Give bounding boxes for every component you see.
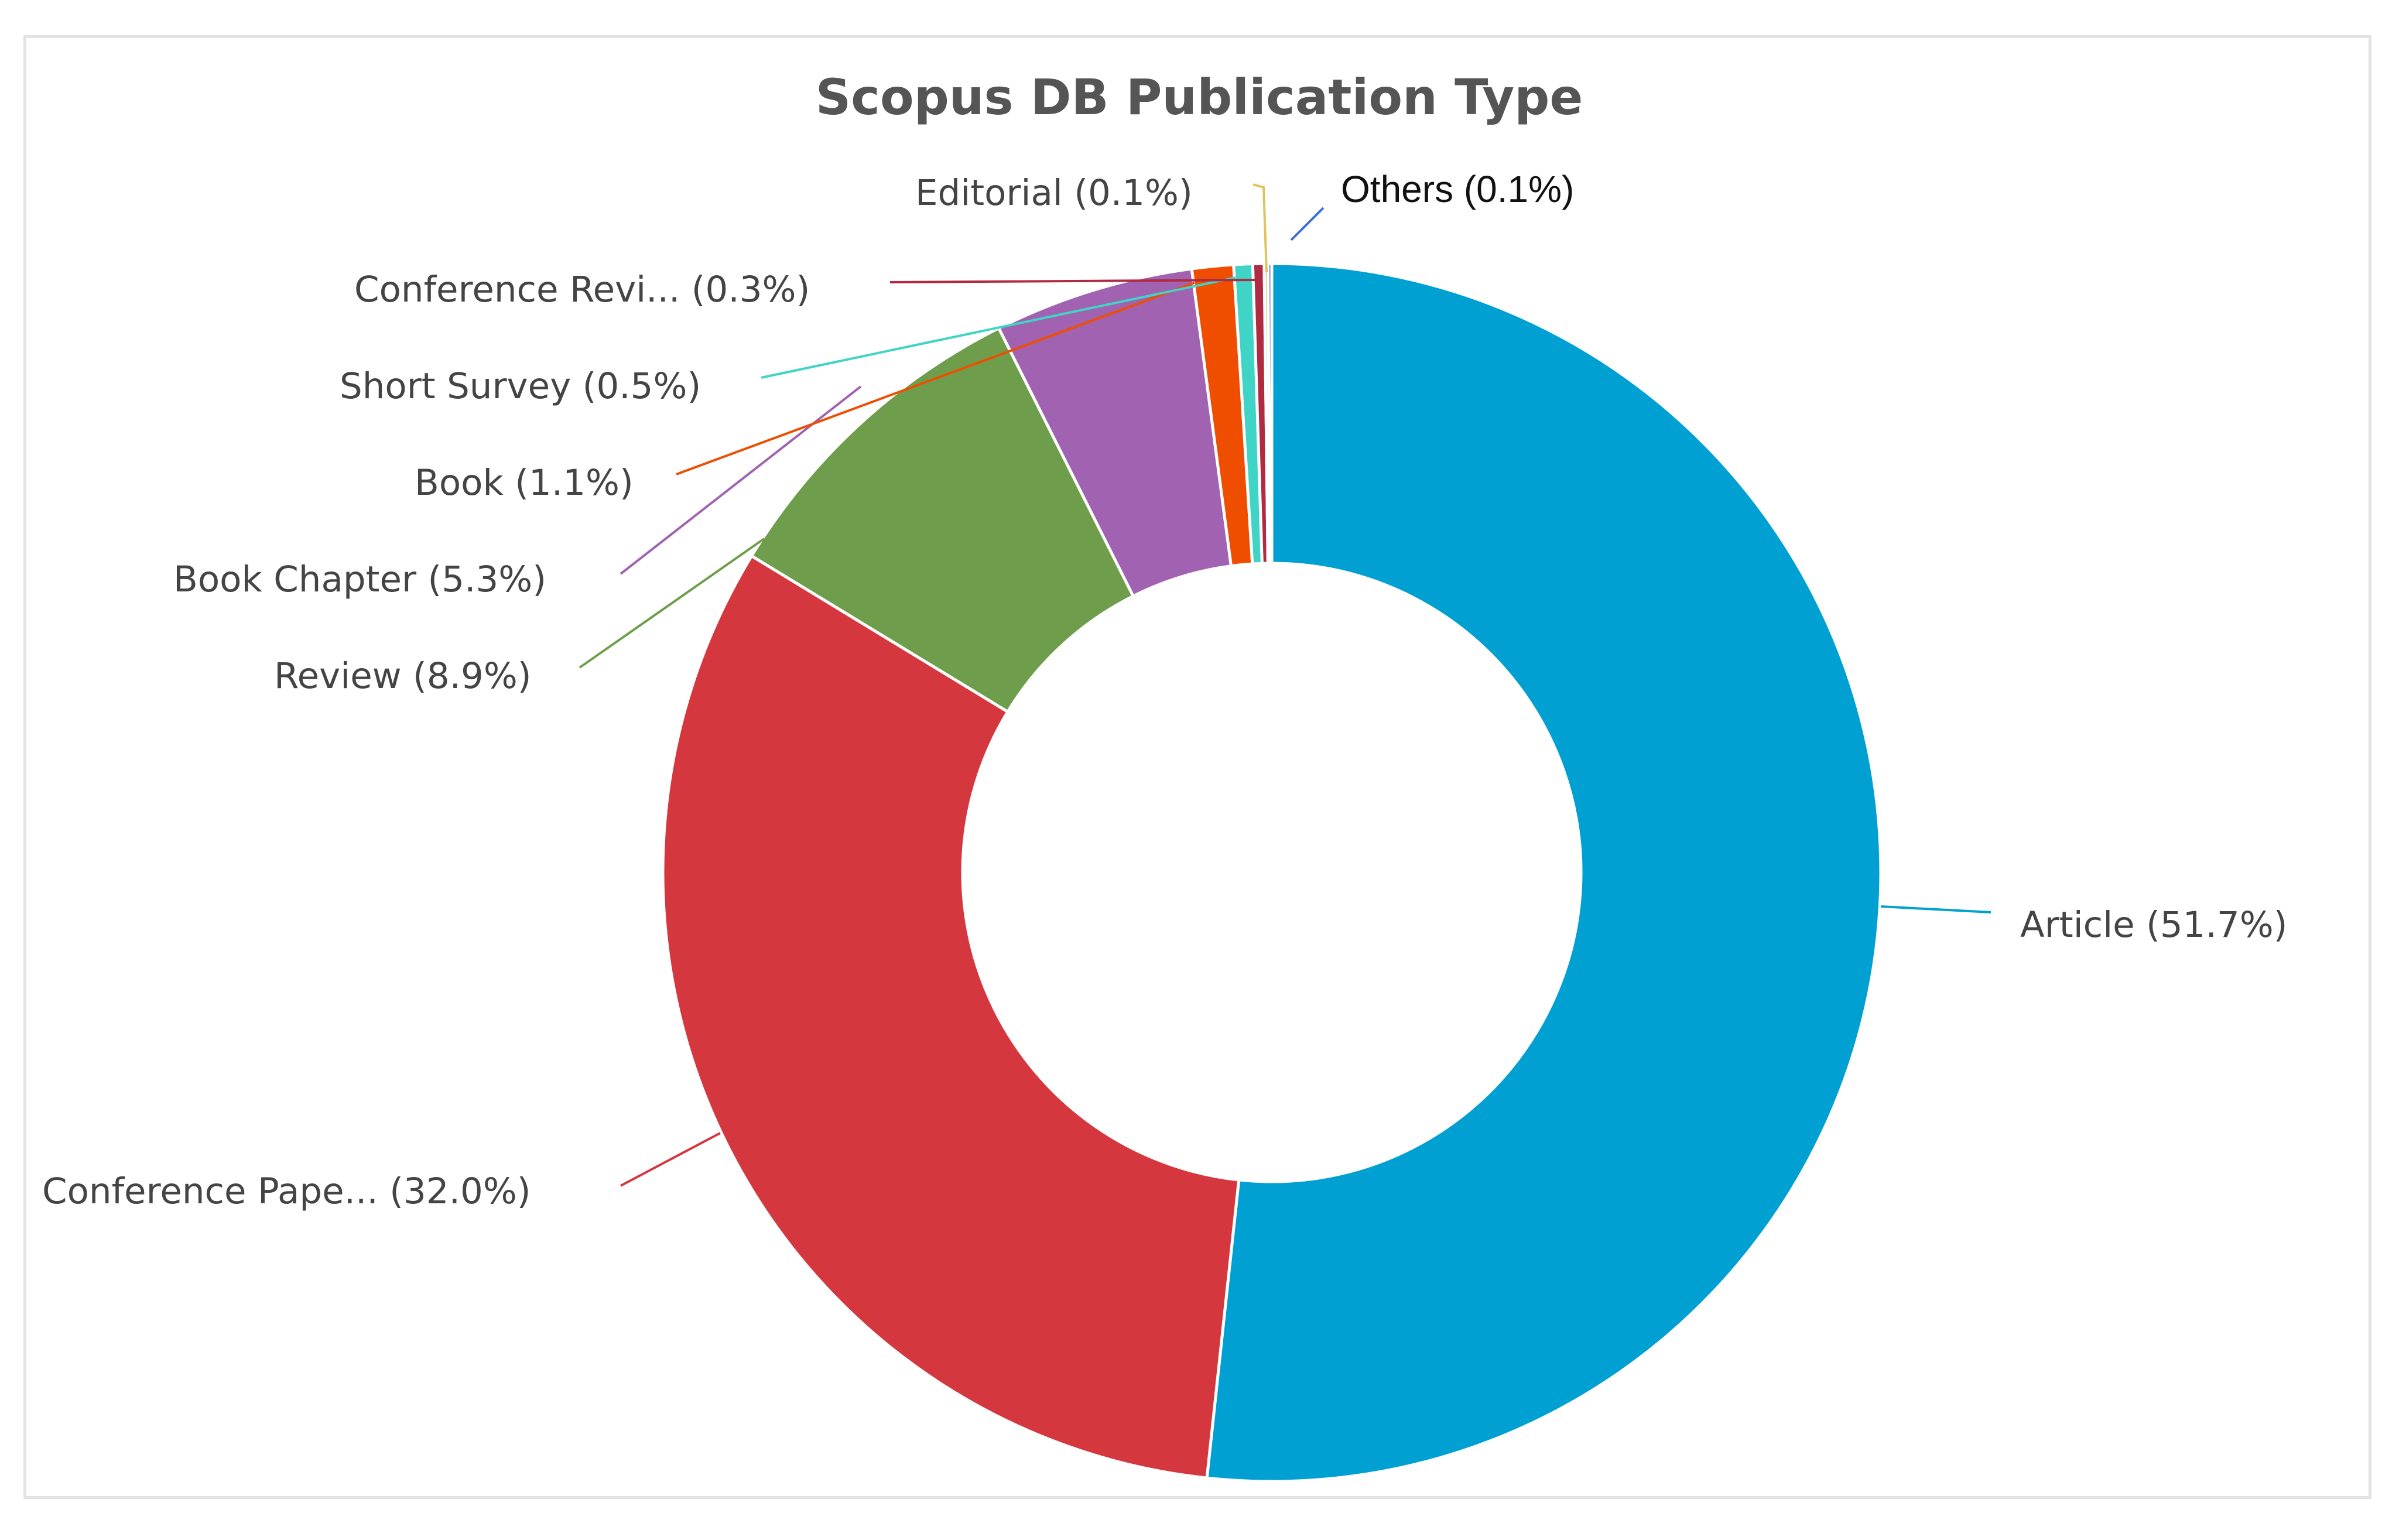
slice-8 xyxy=(1266,262,1274,565)
slice-label-3: Book Chapter (5.3%) xyxy=(173,559,546,600)
slice-2 xyxy=(750,326,1135,714)
label-leader-lines xyxy=(579,183,1991,1187)
leader-line-3 xyxy=(620,385,862,575)
leader-line-7 xyxy=(1252,183,1268,273)
chart-title: Scopus DB Publication Type xyxy=(816,69,1583,126)
donut-slices xyxy=(661,262,1883,1483)
leader-line-6 xyxy=(889,279,1258,283)
leader-line-0 xyxy=(1880,905,1991,913)
slice-label-1: Conference Pape... (32.0%) xyxy=(42,1171,531,1212)
slice-label-5: Short Survey (0.5%) xyxy=(340,365,701,407)
leader-line-5 xyxy=(761,276,1236,379)
leader-line-8 xyxy=(1290,207,1325,241)
leader-line-4 xyxy=(676,282,1195,475)
slice-label-6: Conference Revi... (0.3%) xyxy=(354,269,810,310)
slice-0 xyxy=(1205,262,1883,1483)
slice-label-4: Book (1.1%) xyxy=(415,462,634,504)
slice-label-8: Others (0.1%) xyxy=(1341,168,1574,210)
slice-label-2: Review (8.9%) xyxy=(274,655,532,697)
slice-1 xyxy=(661,553,1241,1480)
leader-line-1 xyxy=(620,1132,721,1187)
leader-line-2 xyxy=(579,538,765,669)
slice-label-0: Article (51.7%) xyxy=(2020,904,2287,946)
slice-labels: Article (51.7%) Conference Pape... (32.0%… xyxy=(42,168,2287,1212)
slice-label-7: Editorial (0.1%) xyxy=(915,172,1193,214)
